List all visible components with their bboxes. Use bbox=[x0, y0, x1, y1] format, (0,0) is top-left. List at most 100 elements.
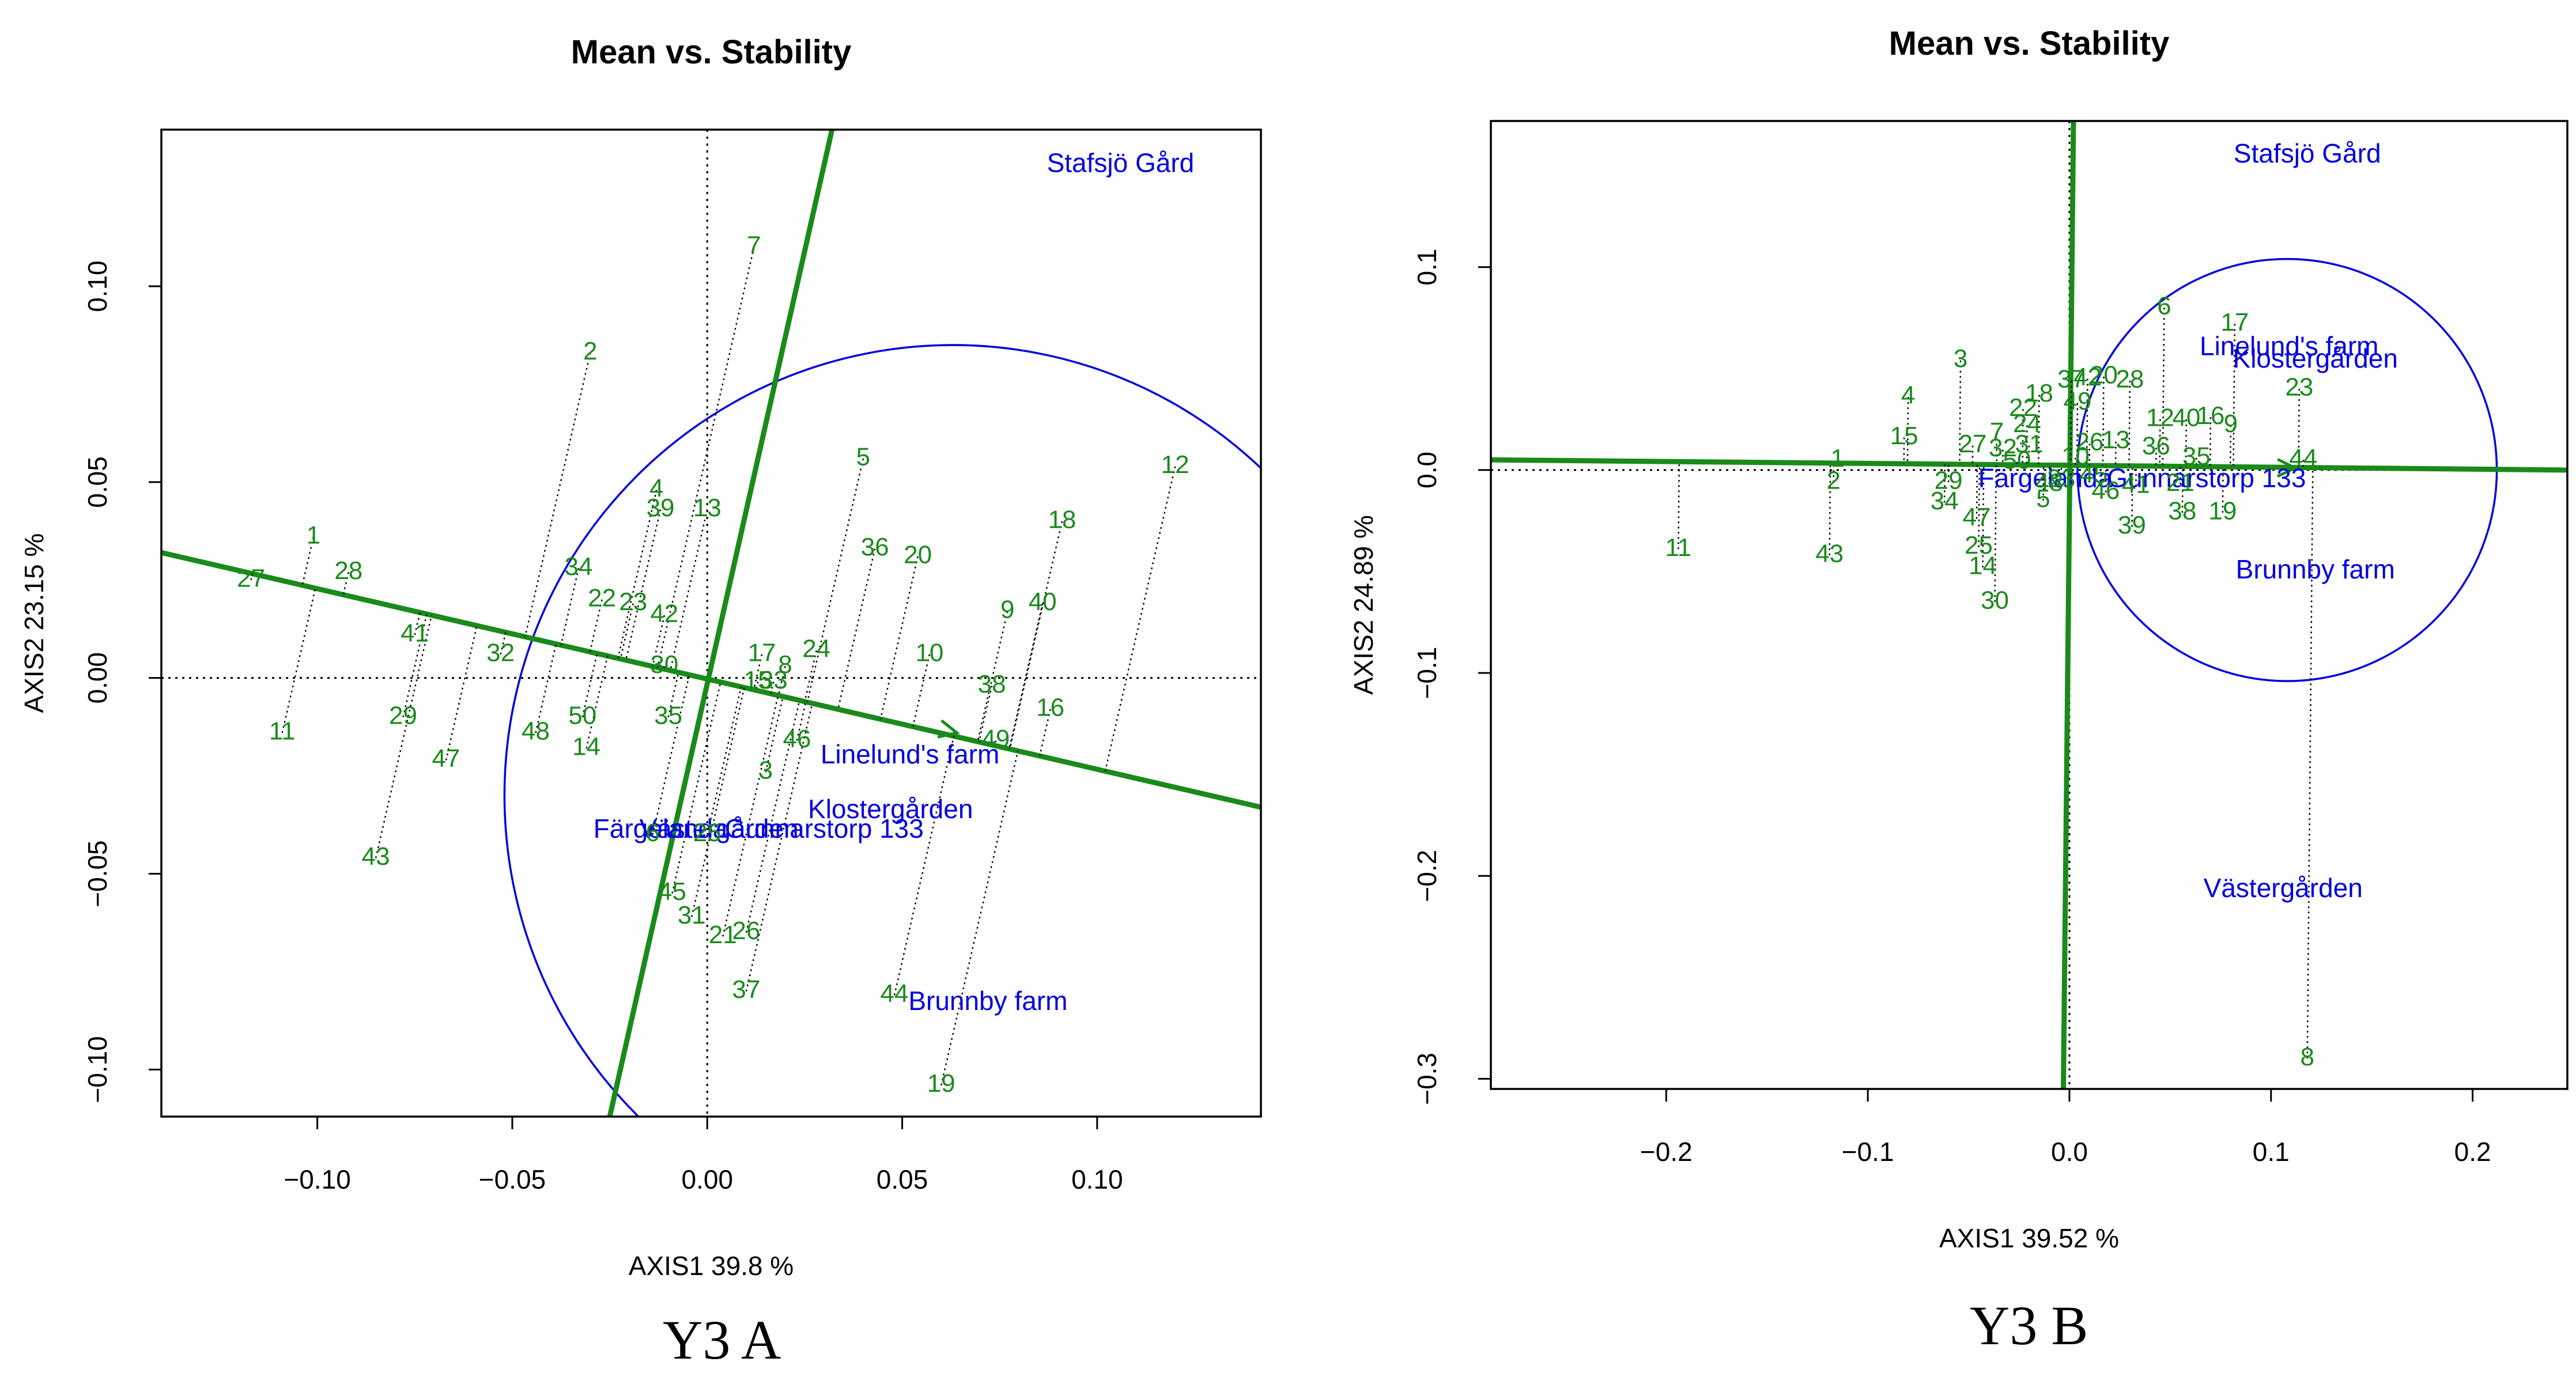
genotype-point-label: 10 bbox=[915, 639, 943, 667]
genotype-point-label: 20 bbox=[2090, 361, 2118, 389]
genotype-point-label: 39 bbox=[647, 494, 675, 522]
y-tick-label: −0.3 bbox=[1412, 1053, 1442, 1105]
genotype-point-label: 50 bbox=[2003, 446, 2031, 474]
environment-label: Gunnarstorp 133 bbox=[2107, 463, 2306, 493]
x-tick-label: 0.1 bbox=[2253, 1137, 2290, 1167]
genotype-point-label: 18 bbox=[2025, 379, 2053, 407]
genotype-point-label: 41 bbox=[2122, 471, 2150, 499]
aec-abscissa-line bbox=[161, 550, 1261, 810]
genotype-projection-line bbox=[977, 611, 1009, 742]
genotype-projection-line bbox=[806, 458, 864, 702]
y-tick-label: 0.00 bbox=[82, 652, 112, 704]
genotype-point-label: 35 bbox=[2182, 442, 2211, 470]
genotype-point-label: 50 bbox=[568, 701, 596, 729]
x-tick-label: 0.05 bbox=[877, 1164, 928, 1194]
genotype-point-label: 44 bbox=[2289, 444, 2317, 472]
genotype-point-label: 25 bbox=[693, 819, 722, 847]
y-tick-label: 0.05 bbox=[82, 456, 112, 508]
genotype-point-label: 45 bbox=[2079, 460, 2107, 489]
genotype-point-label: 37 bbox=[2057, 365, 2086, 393]
genotype-point-label: 23 bbox=[2285, 373, 2313, 402]
y-tick-label: 0.0 bbox=[1412, 452, 1442, 489]
environment-label: Linelund's farm bbox=[2200, 331, 2379, 361]
genotype-point-label: 30 bbox=[650, 650, 678, 679]
genotype-projection-line bbox=[770, 682, 775, 694]
y-tick-label: −0.05 bbox=[82, 840, 112, 907]
genotype-projection-line bbox=[669, 509, 708, 671]
environment-label: Stafsjö Gård bbox=[2234, 138, 2381, 168]
genotype-projection-line bbox=[414, 612, 421, 636]
genotype-point-label: 29 bbox=[1935, 467, 1963, 495]
genotype-point-label: 15 bbox=[744, 666, 772, 694]
chart-title: Mean vs. Stability bbox=[1889, 25, 2170, 62]
genotype-projection-line bbox=[2229, 425, 2232, 467]
genotype-point-label: 32 bbox=[1989, 434, 2017, 462]
genotype-point-label: 40 bbox=[1029, 588, 1057, 616]
genotype-projection-line bbox=[2042, 465, 2045, 501]
genotype-projection-line bbox=[656, 247, 755, 668]
genotype-point-label: 19 bbox=[2208, 497, 2237, 525]
y-tick-label: −0.10 bbox=[82, 1036, 112, 1103]
genotype-point-label: 8 bbox=[2300, 1043, 2314, 1071]
environment-label: Västergården bbox=[2204, 873, 2363, 903]
y-axis-label: AXIS2 24.89 % bbox=[1349, 515, 1378, 695]
caption-y3a: Y3 A bbox=[663, 1309, 781, 1371]
environment-label: Klostergården bbox=[808, 794, 973, 824]
genotype-projection-line bbox=[625, 509, 662, 661]
genotype-point-label: 39 bbox=[2118, 511, 2146, 539]
genotype-projection-line bbox=[745, 700, 800, 933]
environment-label: Gunnarstorp 133 bbox=[725, 814, 924, 843]
caption-y3b: Y3 B bbox=[1970, 1295, 2088, 1356]
y-tick-label: −0.1 bbox=[1412, 647, 1442, 699]
genotype-point-label: 3 bbox=[758, 756, 772, 784]
genotype-point-label: 14 bbox=[572, 733, 600, 761]
genotype-point-label: 33 bbox=[2047, 464, 2075, 493]
genotype-point-label: 48 bbox=[522, 717, 550, 745]
genotype-point-label: 41 bbox=[401, 619, 429, 648]
environment-label: Färgelanda bbox=[1978, 463, 2113, 493]
genotype-point-label: 34 bbox=[1931, 487, 1959, 515]
genotype-point-label: 27 bbox=[237, 564, 265, 592]
y-tick-label: 0.1 bbox=[1412, 249, 1442, 286]
genotype-projection-line bbox=[755, 682, 759, 691]
genotype-projection-line bbox=[837, 549, 876, 710]
genotype-projection-line bbox=[652, 675, 690, 835]
genotype-point-label: 7 bbox=[1990, 418, 2004, 446]
aec-arrow-head bbox=[2276, 457, 2299, 478]
genotype-point-label: 35 bbox=[654, 701, 682, 729]
genotype-point-label: 24 bbox=[802, 635, 830, 663]
genotype-projection-line bbox=[893, 736, 955, 996]
genotype-point-label: 13 bbox=[693, 494, 722, 522]
aec-ordinate-line bbox=[2060, 121, 2076, 1089]
plot-frame bbox=[1490, 120, 2569, 1090]
x-tick-label: −0.1 bbox=[1842, 1137, 1894, 1167]
genotype-projection-line bbox=[524, 353, 591, 637]
y-tick-label: 0.10 bbox=[82, 260, 112, 312]
genotype-projection-line bbox=[1678, 462, 1680, 550]
environment-label: Färgelanda bbox=[594, 814, 728, 843]
aec-abscissa-line bbox=[1491, 457, 2567, 473]
genotype-projection-line bbox=[1008, 603, 1044, 750]
y-axis-label: AXIS2 23.15 % bbox=[19, 534, 49, 713]
genotype-projection-line bbox=[342, 572, 349, 595]
genotype-point-label: 17 bbox=[747, 639, 776, 667]
genotype-projection-line bbox=[753, 654, 763, 690]
genotype-point-label: 42 bbox=[2073, 363, 2102, 391]
genotype-point-label: 3 bbox=[1954, 345, 1967, 373]
genotype-projection-line bbox=[586, 656, 609, 749]
genotype-projection-line bbox=[2038, 395, 2040, 466]
genotype-point-label: 2 bbox=[583, 337, 597, 365]
genotype-point-label: 47 bbox=[432, 744, 460, 773]
genotype-point-label: 12 bbox=[1161, 451, 1189, 479]
genotype-point-label: 47 bbox=[1963, 503, 1991, 531]
genotype-point-label: 10 bbox=[2061, 442, 2090, 470]
genotype-point-label: 32 bbox=[486, 639, 515, 667]
genotype-point-label: 46 bbox=[783, 725, 811, 753]
genotype-point-label: 5 bbox=[856, 443, 870, 471]
genotype-point-label: 37 bbox=[732, 975, 760, 1004]
stability-circle bbox=[503, 344, 1261, 1117]
genotype-point-label: 34 bbox=[564, 553, 592, 581]
genotype-projection-line bbox=[2076, 403, 2079, 466]
genotype-projection-line bbox=[1959, 360, 1962, 464]
genotype-point-label: 43 bbox=[1815, 539, 1844, 568]
